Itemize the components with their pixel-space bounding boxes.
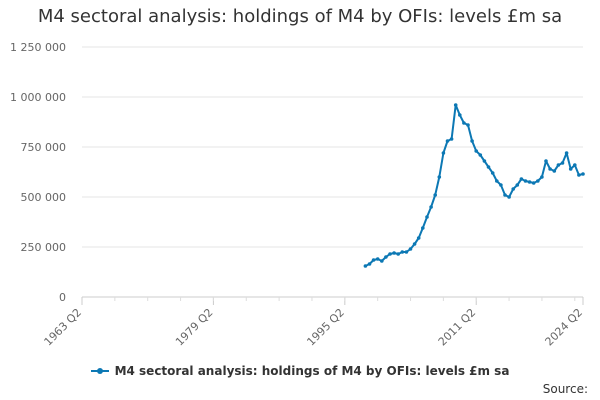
y-tick-label: 0 [59, 291, 66, 304]
gridlines [82, 46, 583, 298]
y-tick-label: 1 000 000 [10, 91, 66, 104]
data-point[interactable] [495, 179, 499, 183]
data-point[interactable] [486, 165, 491, 169]
data-point[interactable] [581, 172, 585, 176]
data-point[interactable] [556, 163, 561, 167]
series-line [364, 104, 584, 267]
data-point[interactable] [511, 187, 515, 191]
data-point[interactable] [568, 167, 573, 171]
data-point[interactable] [445, 139, 450, 143]
data-point[interactable] [433, 193, 438, 197]
x-axis: 1963 Q2 1979 Q2 1995 Q2 2011 Q2 2024 Q2 [42, 296, 586, 349]
x-tick-label: 2024 Q2 [543, 306, 586, 349]
data-point[interactable] [564, 151, 569, 155]
data-point[interactable] [507, 195, 511, 199]
data-point[interactable] [577, 173, 581, 177]
data-point[interactable] [371, 258, 376, 262]
data-point[interactable] [363, 264, 368, 268]
data-point[interactable] [449, 137, 454, 141]
data-point[interactable] [544, 159, 548, 163]
data-point[interactable] [482, 159, 487, 163]
data-point[interactable] [392, 251, 396, 255]
data-point[interactable] [425, 215, 429, 219]
y-tick-label: 750 000 [21, 141, 67, 154]
data-point[interactable] [531, 181, 536, 185]
data-point[interactable] [515, 183, 520, 187]
x-tick-label: 2011 Q2 [436, 306, 479, 349]
data-point[interactable] [388, 252, 392, 256]
data-point[interactable] [416, 236, 421, 240]
y-axis-tick-labels: 0 250 000 500 000 750 000 1 000 000 1 250 000 [10, 41, 66, 304]
data-point[interactable] [536, 179, 540, 183]
data-point[interactable] [573, 163, 577, 167]
data-point[interactable] [466, 123, 470, 127]
data-point[interactable] [462, 121, 466, 125]
legend-label: M4 sectoral analysis: holdings of M4 by … [114, 364, 510, 378]
legend-marker-icon [90, 366, 109, 376]
y-tick-label: 1 250 000 [10, 41, 66, 54]
data-point[interactable] [527, 180, 532, 184]
data-point[interactable] [412, 242, 417, 246]
data-point[interactable] [367, 262, 372, 266]
data-point[interactable] [396, 252, 401, 256]
x-tick-label: 1979 Q2 [173, 306, 216, 349]
data-point[interactable] [490, 171, 495, 175]
data-point[interactable] [474, 149, 479, 153]
y-tick-label: 250 000 [21, 241, 67, 254]
data-point[interactable] [458, 113, 462, 117]
data-point[interactable] [404, 250, 409, 254]
y-tick-label: 500 000 [21, 191, 67, 204]
data-point[interactable] [540, 175, 544, 179]
data-point[interactable] [470, 139, 474, 143]
data-point[interactable] [400, 250, 405, 254]
x-tick-label: 1995 Q2 [304, 306, 347, 349]
data-point[interactable] [519, 177, 524, 181]
data-point[interactable] [429, 205, 433, 209]
series-layer [363, 103, 585, 268]
data-point[interactable] [453, 103, 458, 107]
data-point[interactable] [548, 167, 552, 171]
data-point[interactable] [384, 255, 388, 259]
data-point[interactable] [375, 257, 380, 261]
data-point[interactable] [552, 169, 557, 173]
source-label: Source: [542, 382, 588, 396]
data-point[interactable] [437, 175, 442, 179]
data-point[interactable] [441, 151, 446, 155]
legend[interactable]: M4 sectoral analysis: holdings of M4 by … [0, 364, 600, 378]
data-point[interactable] [380, 259, 384, 263]
data-point[interactable] [503, 193, 507, 197]
data-point[interactable] [478, 153, 483, 157]
data-point[interactable] [421, 226, 425, 230]
data-point[interactable] [560, 161, 565, 165]
data-point[interactable] [523, 179, 528, 183]
chart-title: M4 sectoral analysis: holdings of M4 by … [37, 6, 563, 27]
data-point[interactable] [408, 247, 413, 251]
data-point[interactable] [499, 183, 503, 187]
x-tick-label: 1963 Q2 [42, 306, 85, 349]
